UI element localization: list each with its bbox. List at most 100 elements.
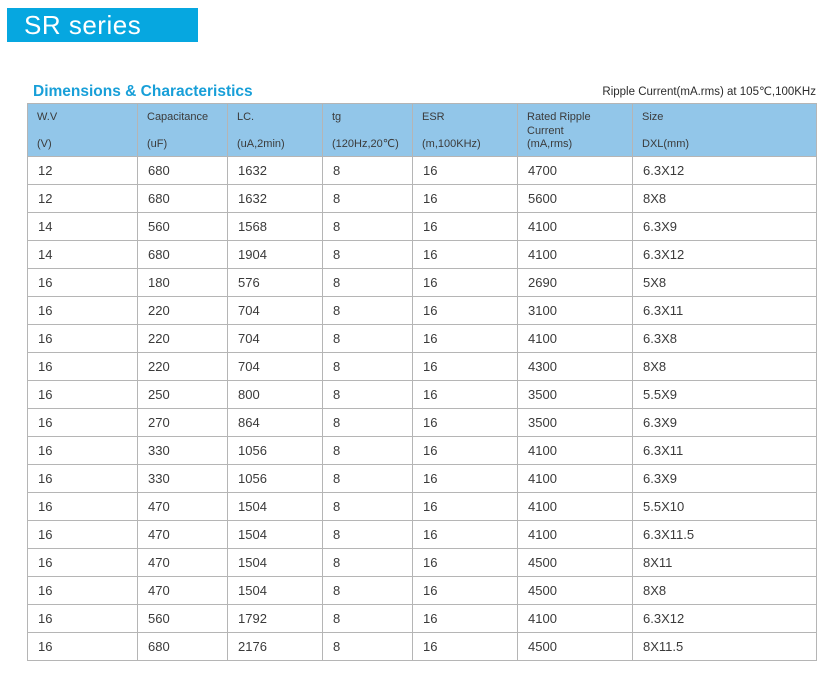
column-title: Rated Ripple Current [527,111,591,137]
table-cell: 16 [412,184,518,213]
table-row: 16 220 704 8 16 4100 6.3X8 [27,324,817,353]
table-cell: 12 [27,184,138,213]
series-banner-title: SR series [24,9,142,40]
table-cell: 560 [137,604,228,633]
table-cell: 330 [137,464,228,493]
column-unit: (uA,2min) [237,138,285,150]
table-cell: 1504 [227,548,323,577]
table-cell: 8 [322,492,413,521]
table-cell: 4500 [517,576,633,605]
table-cell: 16 [27,296,138,325]
table-cell: 6.3X9 [632,408,817,437]
section-header-row: Dimensions & Characteristics Ripple Curr… [33,79,816,99]
table-row: 14 560 1568 8 16 4100 6.3X9 [27,212,817,241]
table-cell: 4500 [517,632,633,661]
table-cell: 1792 [227,604,323,633]
table-cell: 8 [322,184,413,213]
table-cell: 14 [27,240,138,269]
table-cell: 16 [412,380,518,409]
table-cell: 16 [27,548,138,577]
column-header-2: LC. (uA,2min) [227,103,323,157]
section-title: Dimensions & Characteristics [33,82,253,100]
table-cell: 220 [137,352,228,381]
table-cell: 16 [412,296,518,325]
table-cell: 180 [137,268,228,297]
column-title: Size [642,111,664,123]
table-row: 16 680 2176 8 16 4500 8X11.5 [27,632,817,661]
table-cell: 16 [412,352,518,381]
column-title: tg [332,111,342,123]
table-cell: 8X11.5 [632,632,817,661]
column-title: W.V [37,111,58,123]
table-row: 12 680 1632 8 16 5600 8X8 [27,184,817,213]
table-row: 16 470 1504 8 16 4500 8X8 [27,576,817,605]
table-cell: 16 [412,492,518,521]
table-cell: 6.3X12 [632,604,817,633]
table-cell: 16 [412,212,518,241]
table-cell: 8 [322,436,413,465]
column-header-0: W.V (V) [27,103,138,157]
table-cell: 3500 [517,380,633,409]
table-row: 16 470 1504 8 16 4100 5.5X10 [27,492,817,521]
column-unit: (120Hz,20℃) [332,138,399,150]
table-cell: 680 [137,632,228,661]
table-cell: 16 [27,492,138,521]
table-cell: 16 [27,380,138,409]
table-cell: 8X8 [632,576,817,605]
table-cell: 8 [322,352,413,381]
table-cell: 16 [27,464,138,493]
series-banner: SR series [7,8,198,42]
table-row: 16 250 800 8 16 3500 5.5X9 [27,380,817,409]
column-title: Capacitance [147,111,209,123]
table-cell: 8 [322,268,413,297]
column-unit: (mA,rms) [527,138,573,150]
column-title: ESR [422,111,445,123]
table-cell: 16 [412,324,518,353]
table-cell: 16 [412,576,518,605]
table-cell: 8 [322,576,413,605]
table-cell: 470 [137,576,228,605]
table-cell: 6.3X8 [632,324,817,353]
table-cell: 330 [137,436,228,465]
table-row: 16 270 864 8 16 3500 6.3X9 [27,408,817,437]
table-cell: 5.5X9 [632,380,817,409]
table-cell: 8X8 [632,184,817,213]
table-cell: 14 [27,212,138,241]
table-cell: 16 [27,576,138,605]
table-cell: 800 [227,380,323,409]
column-unit: (m,100KHz) [422,138,481,150]
table-cell: 16 [412,520,518,549]
table-row: 16 180 576 8 16 2690 5X8 [27,268,817,297]
table-cell: 8 [322,604,413,633]
table-cell: 6.3X9 [632,464,817,493]
table-row: 16 330 1056 8 16 4100 6.3X9 [27,464,817,493]
table-cell: 16 [412,408,518,437]
table-cell: 16 [27,324,138,353]
spec-table: W.V (V) Capacitance (uF) LC. (uA,2min) tg (120H… [27,103,817,661]
table-cell: 270 [137,408,228,437]
table-cell: 1504 [227,520,323,549]
table-row: 16 560 1792 8 16 4100 6.3X12 [27,604,817,633]
table-cell: 8 [322,408,413,437]
table-cell: 680 [137,156,228,185]
table-cell: 8 [322,548,413,577]
table-cell: 5600 [517,184,633,213]
table-cell: 4100 [517,492,633,521]
table-cell: 6.3X11.5 [632,520,817,549]
table-cell: 680 [137,184,228,213]
table-cell: 680 [137,240,228,269]
table-cell: 4100 [517,604,633,633]
table-cell: 1632 [227,156,323,185]
column-unit: (uF) [147,138,168,150]
table-cell: 4100 [517,464,633,493]
table-cell: 16 [27,604,138,633]
table-cell: 5X8 [632,268,817,297]
table-cell: 4300 [517,352,633,381]
table-cell: 250 [137,380,228,409]
table-cell: 8 [322,296,413,325]
spec-table-head: W.V (V) Capacitance (uF) LC. (uA,2min) tg (120H… [27,103,817,157]
table-cell: 8 [322,520,413,549]
table-cell: 8 [322,156,413,185]
table-row: 16 220 704 8 16 4300 8X8 [27,352,817,381]
table-cell: 4500 [517,548,633,577]
